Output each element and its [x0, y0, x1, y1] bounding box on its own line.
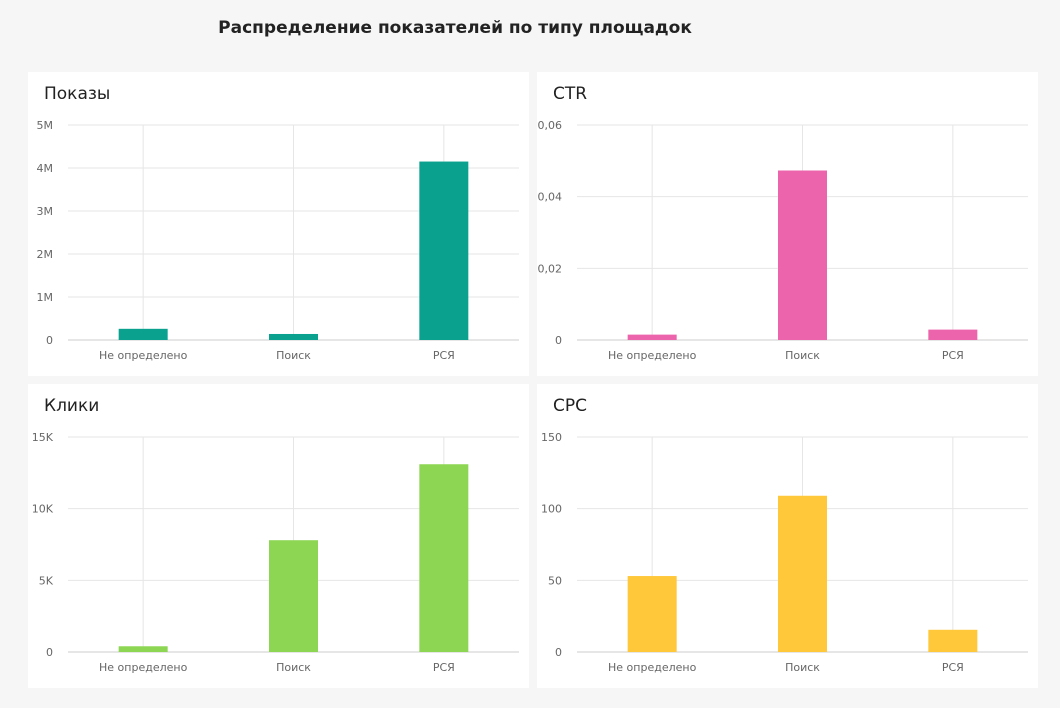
bar	[419, 161, 469, 340]
x-category-label: РСЯ	[433, 349, 455, 362]
bar	[928, 329, 978, 340]
y-tick-label: 0,04	[538, 191, 563, 204]
chart-title: CTR	[553, 84, 588, 104]
bar	[118, 646, 168, 652]
ctr-chart: 0 0,02 0,04 0,06 Не определено Поиск РСЯ	[538, 119, 1028, 362]
x-category-label: Не определено	[99, 349, 188, 362]
bar	[269, 333, 318, 340]
bar	[627, 576, 677, 652]
page-title: Распределение показателей по типу площад…	[218, 18, 692, 38]
x-category-label: Поиск	[276, 661, 311, 674]
bar	[778, 170, 827, 340]
x-category-label: Поиск	[785, 349, 820, 362]
y-tick-label: 5K	[39, 574, 54, 587]
x-category-label: Не определено	[608, 661, 697, 674]
x-category-label: Поиск	[276, 349, 311, 362]
y-tick-label: 15K	[32, 431, 54, 444]
y-tick-label: 0,06	[538, 119, 563, 132]
y-tick-label: 3M	[37, 205, 54, 218]
bar	[118, 328, 168, 340]
chart-title: Клики	[44, 396, 100, 416]
x-category-label: Поиск	[785, 661, 820, 674]
y-tick-label: 5M	[37, 119, 54, 132]
y-tick-label: 4M	[37, 162, 54, 175]
y-tick-label: 150	[541, 431, 562, 444]
bar	[419, 464, 469, 652]
cpc-chart: 0 50 100 150 Не определено Поиск РСЯ	[541, 431, 1028, 674]
chart-panel-cpc: CPC 0 50 100 150 Не определено Поиск РСЯ	[537, 384, 1038, 688]
y-tick-label: 0	[46, 334, 53, 347]
y-tick-label: 10K	[32, 503, 54, 516]
impressions-chart: 0 1M 2M 3M 4M 5M Не определено Поиск РСЯ	[37, 119, 519, 362]
clicks-chart: 0 5K 10K 15K Не определено Поиск РСЯ	[32, 431, 519, 674]
y-tick-label: 1M	[37, 291, 54, 304]
bar	[928, 629, 978, 652]
x-category-label: РСЯ	[942, 349, 964, 362]
chart-panel-impressions: Показы 0 1M 2M 3M 4M 5M Не определено Поиск РСЯ	[28, 72, 529, 376]
chart-title: CPC	[553, 396, 587, 416]
chart-panel-ctr: CTR 0 0,02 0,04 0,06 Не определено Поиск РСЯ	[537, 72, 1038, 376]
y-tick-label: 0	[555, 334, 562, 347]
chart-title: Показы	[44, 84, 111, 104]
bar	[778, 495, 827, 652]
y-tick-label: 100	[541, 503, 562, 516]
x-category-label: Не определено	[608, 349, 697, 362]
y-tick-label: 0,02	[538, 262, 563, 275]
x-category-label: РСЯ	[433, 661, 455, 674]
bar	[269, 540, 318, 652]
chart-panel-clicks: Клики 0 5K 10K 15K Не определено Поиск РСЯ	[28, 384, 529, 688]
y-tick-label: 0	[555, 646, 562, 659]
bar	[627, 334, 677, 340]
y-tick-label: 0	[46, 646, 53, 659]
y-tick-label: 50	[548, 574, 562, 587]
x-category-label: Не определено	[99, 661, 188, 674]
x-category-label: РСЯ	[942, 661, 964, 674]
y-tick-label: 2M	[37, 248, 54, 261]
